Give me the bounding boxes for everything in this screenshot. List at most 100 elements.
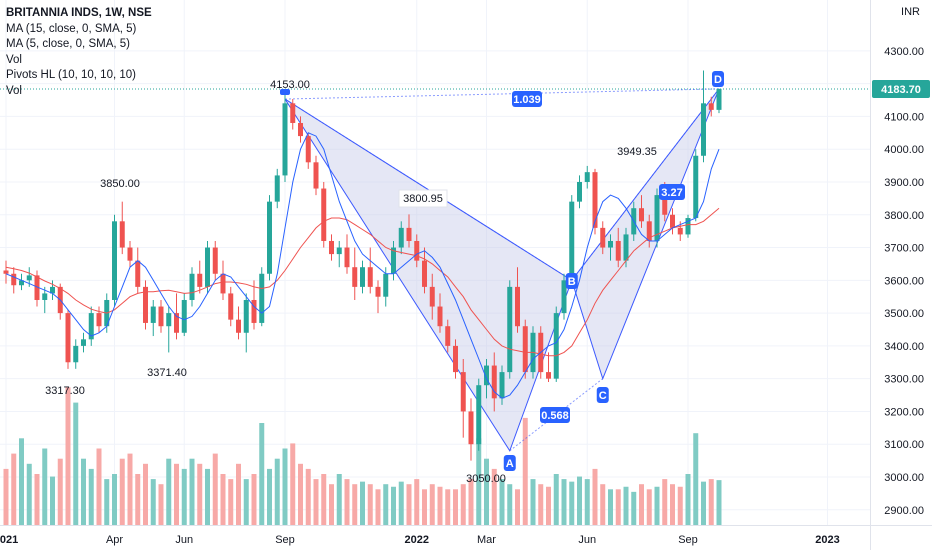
candle-body [181, 299, 187, 333]
volume-bar [693, 433, 699, 525]
legend-ma5[interactable]: MA (5, close, 0, SMA, 5) [6, 38, 130, 50]
candle-body [414, 240, 420, 261]
volume-bar [158, 484, 164, 525]
price-axis[interactable]: 2900.00 3000.00 3100.00 3200.00 3300.00 3400.… [872, 46, 930, 517]
volume-bar [445, 489, 451, 525]
pattern-label-a-bg [503, 455, 516, 471]
legend-pivots[interactable]: Pivots HL (10, 10, 10, 10) [6, 69, 136, 81]
volume-bar [228, 479, 234, 525]
label-3949: 3949.35 [617, 146, 657, 158]
candle-body [468, 411, 474, 445]
time-axis[interactable]: 2021 Apr Jun Sep 2022 Mar Jun Sep 2023 [0, 534, 840, 546]
candle-body [592, 172, 598, 228]
candle-body [166, 313, 172, 327]
volume-bar [414, 479, 420, 525]
candle-body [73, 345, 79, 363]
volume-bar [352, 484, 358, 525]
volume-bar [406, 484, 412, 525]
candle-body [34, 275, 40, 300]
volume-bar [42, 448, 48, 525]
pattern-bd [571, 88, 720, 281]
candle-body [220, 273, 226, 294]
moving-averages [5, 132, 720, 399]
candle-body [290, 103, 296, 123]
candle-body [243, 299, 249, 333]
candle-body [336, 247, 342, 255]
candle-body [267, 201, 272, 274]
candle-body [143, 286, 148, 323]
y-tick-label: 4100.00 [884, 111, 924, 123]
last-price-tag-bg [872, 79, 930, 98]
volume-bar [561, 479, 567, 525]
volume-bar [546, 486, 551, 525]
volume-bar [197, 463, 203, 525]
candle-body [150, 306, 156, 323]
label-3050: 3050.00 [466, 473, 506, 485]
candle-body [205, 247, 210, 287]
x-tick-label: 2023 [815, 534, 839, 546]
volume-bar [631, 491, 637, 525]
y-tick-label: 3400.00 [884, 341, 924, 353]
pattern-label-d-bg [712, 71, 724, 87]
candle-body [158, 306, 164, 327]
candle-body [174, 313, 179, 333]
candle-body [546, 372, 551, 379]
volume-bar [367, 484, 373, 525]
candle-body [577, 181, 582, 202]
volume-bar [96, 448, 102, 525]
ratio-xd-bg [512, 91, 542, 107]
volume-bar [3, 468, 9, 525]
volume-bar [685, 474, 691, 525]
candle-body [437, 306, 443, 327]
candle-body [716, 88, 722, 110]
pattern-xab [284, 98, 573, 452]
candle-body [701, 103, 706, 156]
candle-body [228, 293, 234, 320]
ma5-line [5, 132, 720, 399]
candle-body [515, 286, 520, 327]
candle-body [274, 175, 280, 202]
candle-body [119, 221, 125, 248]
volume-bar [135, 474, 141, 525]
candle-body [282, 103, 288, 176]
volume-bars [3, 387, 722, 525]
candle-body [127, 247, 133, 261]
volume-bar [522, 417, 528, 525]
candle-body [50, 286, 55, 294]
ratio-bd: 3.27 [661, 187, 682, 199]
y-tick-label: 3300.00 [884, 374, 924, 386]
label-3850: 3850.00 [100, 178, 140, 190]
volume-bar [677, 486, 683, 525]
candle-body [251, 299, 257, 323]
candle-body [298, 122, 303, 137]
candle-body [352, 267, 358, 287]
volume-bar [259, 423, 265, 525]
candle-body [81, 339, 86, 346]
symbol-title[interactable]: BRITANNIA INDS, 1W, NSE [6, 7, 152, 19]
candle-body [685, 218, 691, 235]
x-tick-label: Jun [175, 534, 193, 546]
volume-bar [553, 474, 559, 525]
volume-bar [282, 448, 288, 525]
volume-bar [670, 484, 675, 525]
candle-body [484, 365, 489, 386]
ma15-line [5, 207, 720, 357]
candle-body [406, 227, 412, 241]
candle-body [553, 313, 559, 379]
volume-bar [701, 481, 706, 525]
volume-bar [716, 480, 722, 525]
volume-bar [615, 489, 621, 525]
volume-bar [212, 453, 218, 525]
volume-bar [26, 463, 32, 525]
candle-body [522, 326, 528, 373]
volume-bar [592, 468, 598, 525]
volume-bar [577, 476, 582, 525]
legend-vol-2[interactable]: Vol [6, 84, 22, 97]
candle-body [670, 214, 675, 228]
candle-body [212, 247, 218, 274]
candle-body [561, 280, 567, 314]
ratio-xd: 1.039 [513, 94, 541, 106]
legend-ma15[interactable]: MA (15, close, 0, SMA, 5) [6, 22, 137, 35]
legend-vol[interactable]: Vol [6, 53, 22, 66]
